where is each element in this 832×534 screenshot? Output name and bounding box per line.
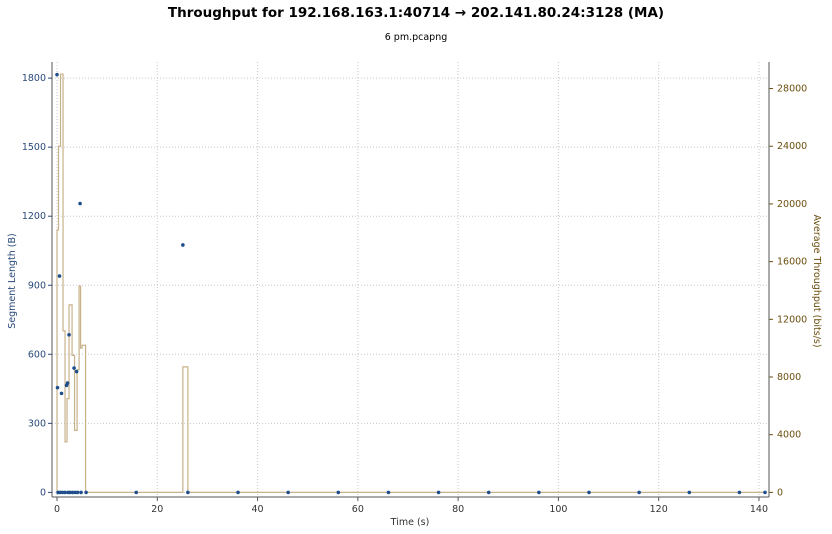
segment-point <box>55 72 59 77</box>
segment-point <box>186 490 190 495</box>
segment-point <box>286 490 290 495</box>
segment-point <box>181 243 185 247</box>
segment-point <box>73 490 77 495</box>
segment-point <box>72 366 76 370</box>
y-right-tick-label: 12000 <box>777 314 807 325</box>
y-left-tick-label: 300 <box>28 418 46 429</box>
segment-point <box>336 490 341 495</box>
y-axis-left-label: Segment Length (B) <box>7 233 18 329</box>
segment-point <box>55 385 60 390</box>
y-right-tick-label: 20000 <box>777 199 807 210</box>
segment-point <box>68 490 72 495</box>
segment-point <box>236 490 240 495</box>
grid-lines <box>52 62 769 497</box>
x-tick-label: 20 <box>151 504 163 515</box>
segment-point <box>65 381 70 385</box>
segment-point <box>134 490 139 495</box>
x-axis-label: Time (s) <box>390 517 430 528</box>
segment-point <box>763 490 767 495</box>
segment-point <box>587 490 591 495</box>
segment-point <box>737 490 742 495</box>
segment-point <box>70 490 75 495</box>
y-right-tick-label: 16000 <box>777 257 807 268</box>
segment-point <box>537 490 541 495</box>
tick-labels: 0 20 40 60 80 100 120 140 0 300 600 900 1200 1500 1800… <box>22 73 807 515</box>
y-right-tick-label: 4000 <box>777 430 801 441</box>
segment-point <box>67 332 71 337</box>
y-left-tick-label: 1800 <box>22 73 46 84</box>
segment-point <box>57 274 62 278</box>
chart-subtitle: 6 pm.pcapng <box>384 32 448 43</box>
segment-point <box>486 490 491 495</box>
x-tick-label: 80 <box>452 504 464 515</box>
segment-point <box>74 369 79 374</box>
segment-point <box>78 201 82 206</box>
y-right-tick-label: 24000 <box>777 141 807 152</box>
axes <box>48 62 773 501</box>
y-axis-right-label: Average Throughput (bits/s) <box>811 214 822 347</box>
segment-point <box>637 490 641 495</box>
segment-point <box>59 391 64 396</box>
segment-point <box>75 490 80 495</box>
y-right-tick-label: 0 <box>777 487 783 498</box>
segment-point <box>687 490 692 495</box>
x-tick-label: 140 <box>750 504 768 515</box>
chart-title: Throughput for 192.168.163.1:40714 → 202… <box>167 5 665 21</box>
segment-point <box>63 490 67 495</box>
segment-point <box>60 490 65 495</box>
segment-point <box>79 490 83 495</box>
y-right-tick-label: 8000 <box>777 372 801 383</box>
throughput-line <box>56 73 765 493</box>
segment-point <box>386 490 391 495</box>
segment-point <box>58 490 62 495</box>
y-left-tick-label: 900 <box>28 280 46 291</box>
y-left-tick-label: 600 <box>28 349 46 360</box>
y-left-tick-label: 1200 <box>22 211 46 222</box>
throughput-series <box>56 73 765 493</box>
x-tick-label: 40 <box>252 504 264 515</box>
x-tick-label: 100 <box>549 504 567 515</box>
y-left-tick-label: 0 <box>40 487 46 498</box>
x-tick-label: 120 <box>650 504 668 515</box>
y-left-tick-label: 1500 <box>22 142 46 153</box>
segment-point <box>84 490 88 495</box>
segment-length-series <box>55 72 767 495</box>
segment-point <box>436 490 441 495</box>
x-tick-label: 60 <box>352 504 364 515</box>
y-right-tick-label: 28000 <box>777 84 807 95</box>
x-tick-label: 0 <box>54 504 60 515</box>
